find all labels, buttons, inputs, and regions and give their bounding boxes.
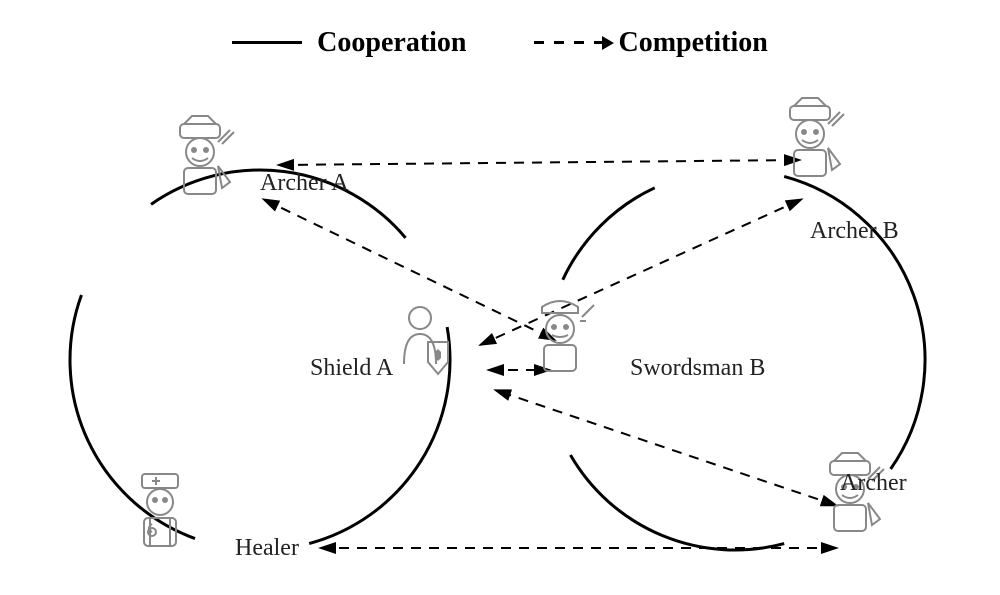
solid-line-icon [232, 41, 302, 44]
healer-icon [142, 474, 178, 546]
shield-icon [404, 307, 448, 374]
node-label-archerC: Archer [840, 470, 907, 497]
diagram-canvas: Archer A Shield A Healer Archer B Swordsman … [0, 80, 1000, 595]
competition-edges [265, 160, 835, 548]
competition-edge [480, 200, 800, 345]
node-label-archerA: Archer A [260, 170, 349, 197]
legend-competition: Competition [534, 27, 768, 59]
swordsman-icon [542, 301, 594, 371]
legend-cooperation: Cooperation [232, 27, 466, 59]
node-label-archerB: Archer B [810, 218, 899, 245]
competition-edge [280, 160, 800, 165]
competition-edge [495, 390, 835, 505]
legend-cooperation-label: Cooperation [317, 27, 466, 59]
archer-icon [790, 98, 844, 176]
legend-competition-label: Competition [619, 27, 768, 59]
archer-icon [180, 116, 234, 194]
diagram-svg [0, 80, 1000, 595]
node-label-healer: Healer [235, 535, 299, 562]
node-label-shieldA: Shield A [310, 355, 393, 382]
dashed-arrow-icon [534, 41, 604, 44]
node-label-swordsmanB: Swordsman B [630, 355, 765, 382]
legend: Cooperation Competition [0, 20, 1000, 59]
character-icons [142, 98, 884, 546]
